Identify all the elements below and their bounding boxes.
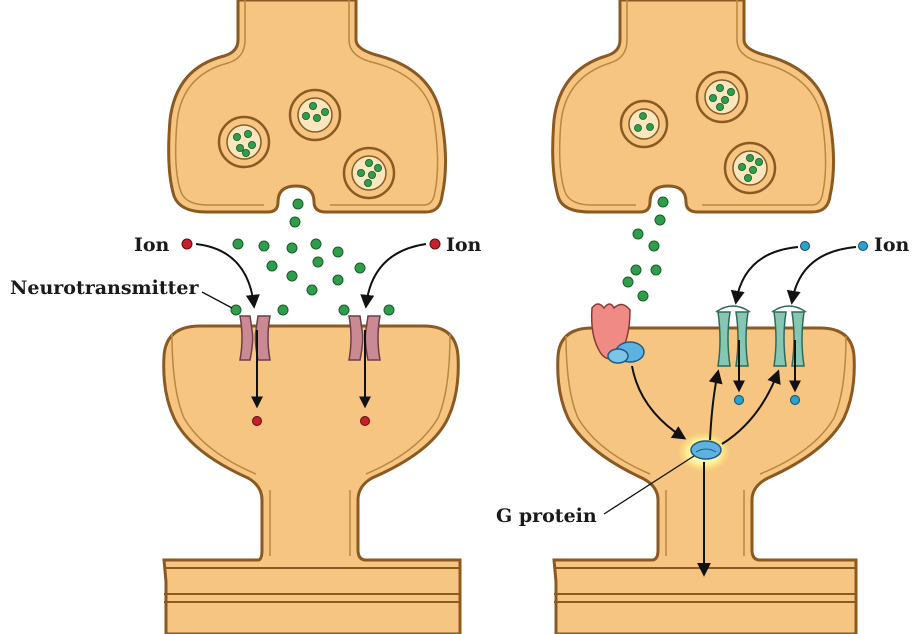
ion-dot-icon	[858, 241, 868, 251]
ion-dot-icon	[734, 395, 744, 405]
left-panel	[162, 0, 462, 634]
neurotransmitter-cloud-left	[230, 198, 395, 316]
right-panel	[551, 0, 868, 634]
g-protein-icon	[690, 440, 722, 460]
ion-dot-icon	[790, 395, 800, 405]
neurotransmitter-stream-right	[608, 196, 669, 318]
vesicle-icon	[619, 99, 669, 149]
arrow-icon	[708, 369, 723, 441]
presynaptic-terminal-right	[551, 0, 836, 214]
ion-dot-icon	[181, 238, 193, 250]
arrow-icon	[195, 243, 260, 309]
g-protein-icon	[607, 341, 645, 364]
g-protein-leader-line	[603, 455, 695, 515]
arrow-icon	[360, 243, 427, 309]
ion-label-right-a: Ion	[446, 234, 482, 256]
postsynaptic-cell-left	[162, 324, 462, 634]
vesicle-icon	[342, 146, 396, 200]
ion-dot-icon	[429, 238, 441, 250]
arrow-icon	[786, 246, 857, 305]
ion-dot-icon	[252, 416, 262, 426]
ion-label-left: Ion	[134, 234, 170, 256]
vesicle-icon	[217, 115, 271, 169]
g-protein-label: G protein	[496, 505, 597, 527]
arrow-icon	[631, 365, 687, 440]
ion-dot-icon	[800, 241, 810, 251]
ion-label-right-b: Ion	[874, 234, 910, 256]
arrow-icon	[721, 369, 781, 445]
ion-channel-icon	[239, 315, 271, 361]
ion-channel-icon	[348, 315, 381, 361]
neurotransmitter-leader-line	[201, 291, 233, 309]
vesicle-icon	[288, 88, 342, 142]
arrow-icon	[730, 246, 799, 305]
vesicle-icon	[723, 141, 777, 195]
vesicle-icon	[695, 70, 749, 124]
neurotransmitter-label: Neurotransmitter	[10, 277, 200, 299]
ion-dot-icon	[360, 416, 370, 426]
